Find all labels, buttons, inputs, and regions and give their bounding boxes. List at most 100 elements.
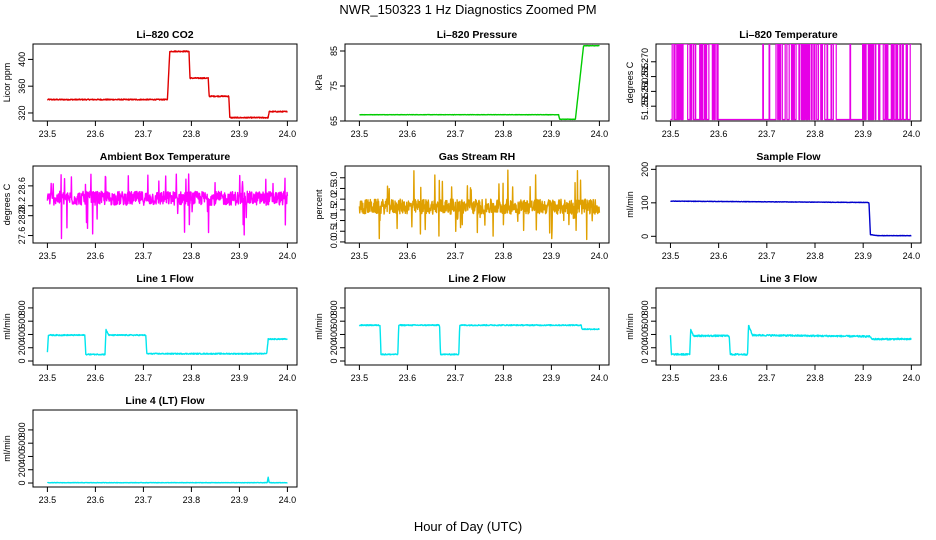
x-tick-label: 23.5 <box>662 251 680 261</box>
x-tick-label: 23.6 <box>87 373 105 383</box>
x-tick-label: 24.0 <box>591 373 609 383</box>
x-tick-label: 23.8 <box>495 251 513 261</box>
x-tick-label: 23.5 <box>351 373 369 383</box>
y-tick-label: 0 <box>17 481 27 486</box>
y-tick-label: 0.0 <box>329 236 339 249</box>
plot-frame <box>32 287 298 366</box>
x-tick-label: 24.0 <box>903 251 921 261</box>
series-line <box>669 324 912 356</box>
panel-title: Line 4 (LT) Flow <box>125 395 205 407</box>
y-tick-label: 600 <box>17 314 27 329</box>
y-tick-label: 28.2 <box>17 197 27 215</box>
panel-title: Li–820 Temperature <box>739 29 838 41</box>
y-axis-label: kPa <box>314 75 324 91</box>
y-tick-label: 75 <box>329 81 339 91</box>
y-tick-label: 51.260 <box>640 78 650 106</box>
x-tick-label: 23.8 <box>183 495 201 505</box>
y-tick-label: 0 <box>329 359 339 364</box>
x-tick-label: 23.7 <box>135 251 153 261</box>
y-tick-label: 28.0 <box>17 207 27 225</box>
x-tick-label: 23.6 <box>87 129 105 139</box>
y-tick-label: 51.270 <box>640 48 650 76</box>
y-tick-label: 2.5 <box>329 182 339 195</box>
y-tick-label: 0 <box>640 234 650 239</box>
panel-line-2-flow: Line 2 Flow 23.5 23.6 23.7 23.8 23.9 24.0 0 2004… <box>314 273 610 383</box>
x-tick-label: 24.0 <box>279 129 297 139</box>
x-tick-label: 24.0 <box>279 495 297 505</box>
figure-x-axis-label: Hour of Day (UTC) <box>414 519 522 534</box>
y-axis-label: ml/min <box>314 313 324 340</box>
x-tick-label: 23.8 <box>495 129 513 139</box>
x-tick-label: 23.8 <box>806 129 824 139</box>
x-tick-label: 23.9 <box>231 373 249 383</box>
y-tick-label: 27.6 <box>17 227 27 245</box>
x-tick-label: 23.7 <box>447 129 465 139</box>
panel-line-4-lt-flow: Line 4 (LT) Flow 23.5 23.6 23.7 23.8 23.9 24.0… <box>2 395 298 505</box>
series-line <box>358 323 600 356</box>
y-tick-label: 51.265 <box>640 63 650 91</box>
y-axis-label: percent <box>314 189 324 220</box>
x-tick-label: 23.9 <box>854 251 872 261</box>
y-tick-label: 400 <box>329 327 339 342</box>
series-line <box>670 200 912 237</box>
x-tick-label: 24.0 <box>279 251 297 261</box>
panel-title: Ambient Box Temperature <box>100 151 231 163</box>
x-tick-label: 23.6 <box>399 373 417 383</box>
y-tick-label: 200 <box>17 340 27 355</box>
y-tick-label: 600 <box>640 314 650 329</box>
panel-line-3-flow: Line 3 Flow 23.5 23.6 23.7 23.8 23.9 24.0 0 2004… <box>625 273 922 383</box>
panel-line-1-flow: Line 1 Flow 23.5 23.6 23.7 23.8 23.9 24.0 0 2004… <box>2 273 298 383</box>
y-tick-label: 800 <box>17 300 27 315</box>
y-tick-label: 400 <box>17 449 27 464</box>
y-tick-label: 65 <box>329 116 339 126</box>
plot-frame <box>344 165 610 244</box>
y-tick-label: 800 <box>640 300 650 315</box>
x-tick-label: 23.7 <box>447 251 465 261</box>
x-tick-label: 23.8 <box>183 373 201 383</box>
y-tick-label: 600 <box>329 314 339 329</box>
x-tick-label: 24.0 <box>903 129 921 139</box>
series-line <box>359 44 600 121</box>
x-tick-label: 23.5 <box>39 373 57 383</box>
panel-title: Line 2 Flow <box>448 273 506 285</box>
panel-title: Li–820 Pressure <box>437 29 518 41</box>
y-tick-label: 400 <box>17 52 27 67</box>
x-tick-label: 23.6 <box>399 251 417 261</box>
x-tick-label: 23.6 <box>710 373 728 383</box>
y-tick-label: 200 <box>640 162 650 177</box>
y-tick-label: 51.255 <box>640 92 650 120</box>
plot-frame <box>655 165 922 244</box>
plot-frame <box>655 287 922 366</box>
plot-frame <box>32 165 298 244</box>
x-tick-label: 24.0 <box>279 373 297 383</box>
x-tick-label: 23.7 <box>135 129 153 139</box>
x-tick-label: 23.8 <box>495 373 513 383</box>
x-tick-label: 23.5 <box>662 373 680 383</box>
x-tick-label: 23.9 <box>854 373 872 383</box>
x-tick-label: 24.0 <box>903 373 921 383</box>
series-line <box>46 50 288 119</box>
x-tick-label: 23.8 <box>183 129 201 139</box>
panel-ambient-box-temperature: Ambient Box Temperature 23.5 23.6 23.7 23.8 2… <box>2 151 298 261</box>
x-tick-label: 23.9 <box>231 495 249 505</box>
y-tick-label: 85 <box>329 46 339 56</box>
series-line <box>358 169 601 241</box>
y-tick-label: 400 <box>17 327 27 342</box>
x-tick-label: 23.9 <box>231 251 249 261</box>
x-tick-label: 24.0 <box>591 129 609 139</box>
x-tick-label: 23.5 <box>351 251 369 261</box>
y-tick-label: 1.5 <box>329 204 339 217</box>
panel-sample-flow: Sample Flow 23.5 23.6 23.7 23.8 23.9 24.0 0 100 2… <box>625 151 922 261</box>
plot-frame <box>655 43 922 122</box>
x-tick-label: 23.6 <box>710 129 728 139</box>
x-tick-label: 23.5 <box>662 129 680 139</box>
x-tick-label: 23.6 <box>87 495 105 505</box>
panel-li-820-co2: Li–820 CO2 23.5 23.6 23.7 23.8 23.9 24.0 320 360… <box>2 29 298 139</box>
figure-title: NWR_150323 1 Hz Diagnostics Zoomed PM <box>339 2 596 17</box>
plot-frame <box>344 287 610 366</box>
y-tick-label: 200 <box>640 340 650 355</box>
y-axis-label: ml/min <box>2 313 12 340</box>
y-tick-label: 28.6 <box>17 177 27 195</box>
x-tick-label: 23.7 <box>758 373 776 383</box>
